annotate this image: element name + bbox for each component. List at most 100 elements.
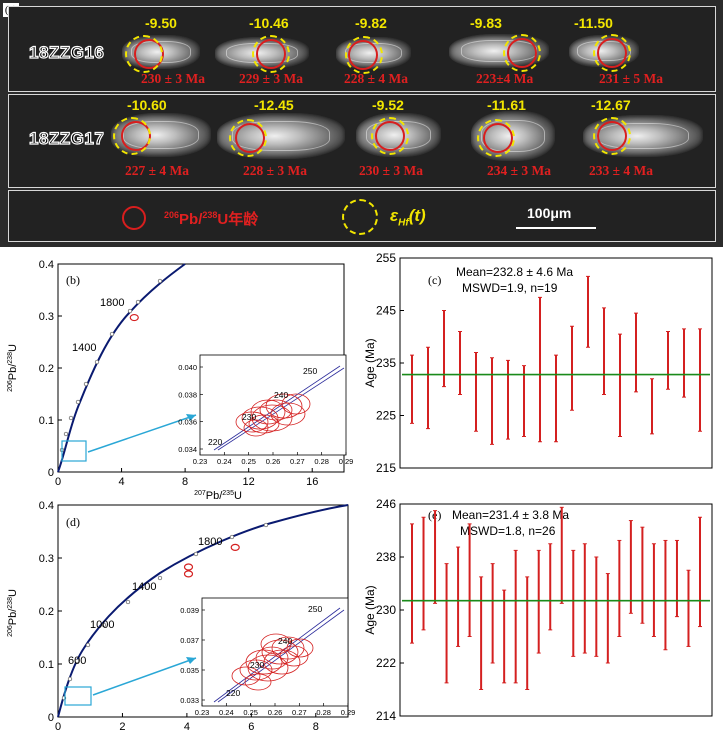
age-value: 228 ± 3 Ma	[243, 163, 308, 178]
hf-spot-marker	[229, 119, 267, 157]
zoom-arrow-head	[186, 657, 196, 664]
ehf-value: -11.50	[574, 15, 613, 31]
mean-annotation: Mean=232.8 ± 4.6 Ma	[456, 265, 573, 279]
analysis-ellipse	[286, 638, 314, 658]
inset-x-tick-label: 0.25	[241, 457, 256, 466]
sample-row-18zzg17: 18ZZG17 -10.60 227 ± 4 Ma -12.45 228 ± 3…	[8, 94, 716, 188]
concordia-chart-d: (d) 0 0.1 0.2 0.3 0.4 0 2 4 6 8 206Pb/238U 600 1…	[7, 500, 356, 733]
zoom-box	[61, 440, 87, 462]
age-mark	[109, 331, 115, 337]
concordia-age-label: 1000	[90, 619, 114, 631]
x-tick-label: 2	[119, 721, 125, 733]
inset-ellipses	[231, 633, 314, 691]
inset-frame	[201, 597, 349, 707]
y-tick-label: 245	[376, 304, 396, 318]
age-value: 227 ± 4 Ma	[125, 163, 190, 178]
hf-spot-marker	[252, 35, 290, 73]
analysis-ellipse	[251, 404, 293, 432]
weighted-mean-chart-c: (c) Mean=232.8 ± 4.6 Ma MSWD=1.9, n=19 A…	[363, 251, 713, 475]
panel-label: (c)	[428, 273, 441, 287]
hf-legend-symbol	[342, 199, 378, 235]
age-mark	[127, 308, 133, 314]
x-tick-label: 8	[313, 721, 319, 733]
concordia-band-line	[213, 365, 341, 451]
y-tick-label: 0.2	[39, 363, 54, 375]
sample-row-18zzg16: 18ZZG16 -9.50 230 ± 3 Ma -10.46 229 ± 3 …	[8, 6, 716, 92]
inset-y-tick-label: 0.036	[178, 418, 197, 427]
zoom-box	[64, 686, 92, 706]
analysis-ellipse	[279, 645, 309, 667]
y-axis-ticks: 0 0.1 0.2 0.3 0.4	[39, 500, 62, 724]
hf-spot-marker	[345, 36, 383, 74]
y-axis-ticks: 0 0.1 0.2 0.3 0.4	[39, 259, 62, 479]
analysis-ellipse	[270, 402, 306, 426]
age-mark	[68, 415, 74, 421]
mean-annotation: Mean=231.4 ± 3.8 Ma	[452, 508, 569, 522]
y-tick-label: 0.2	[39, 606, 54, 618]
ehf-value: -9.82	[355, 15, 387, 31]
u-pb-legend-label: 206Pb/238U年龄	[164, 210, 259, 228]
inset-x-tick-label: 0.27	[290, 457, 305, 466]
inset-ellipses	[235, 393, 311, 437]
concordia-band-line	[217, 367, 345, 451]
inset-y-tick-label: 0.038	[178, 390, 197, 399]
discordant-ellipse	[230, 543, 240, 552]
age-value: 228 ± 4 Ma	[344, 71, 409, 86]
inset-y-tick-label: 0.035	[180, 666, 199, 675]
mswd-annotation: MSWD=1.8, n=26	[460, 524, 556, 538]
y-tick-label: 0.1	[39, 659, 54, 671]
x-axis-label: 207Pb/235U	[194, 490, 242, 500]
y-tick-label: 0	[48, 712, 54, 724]
inset-x-tick-label: 0.25	[243, 708, 258, 717]
age-value: 233 ± 4 Ma	[589, 163, 654, 178]
analysis-ellipse	[243, 419, 269, 437]
analysis-ellipse	[244, 673, 272, 691]
hf-spot-marker	[477, 119, 515, 157]
inset-plot: 0.23 0.24 0.25 0.26 0.27 0.28 0.29 0.033 0.035 0.…	[180, 597, 356, 717]
inset-age-label: 230	[242, 412, 256, 422]
hf-spot-marker	[125, 35, 163, 73]
y-tick-label: 0.3	[39, 311, 54, 323]
concordia-age-label: 600	[68, 655, 86, 667]
x-tick-label: 12	[243, 476, 255, 488]
hf-spot-marker	[593, 34, 631, 72]
u-pb-legend-symbol	[122, 206, 146, 230]
inset-x-tick-label: 0.29	[341, 708, 356, 717]
inset-plot: 0.23 0.24 0.25 0.26 0.27 0.28 0.29 0.034 0.036 0.…	[178, 354, 353, 466]
concordia-age-label: 1400	[132, 581, 156, 593]
age-mark	[125, 599, 131, 605]
analysis-ellipse	[241, 406, 279, 430]
panel-label: (b)	[66, 273, 80, 287]
zircon-cl-panel: (a) 18ZZG16 -9.50 230 ± 3 Ma -10.46 229 …	[0, 0, 723, 247]
y-tick-label: 225	[376, 409, 396, 423]
inset-ticks: 0.23 0.24 0.25 0.26 0.27 0.28 0.29 0.034 0.036 0.…	[178, 363, 353, 466]
analysis-ellipse	[263, 649, 301, 675]
y-axis-label: 206Pb/238U	[7, 589, 19, 637]
inset-x-tick-label: 0.26	[266, 457, 281, 466]
y-tick-label: 0	[48, 467, 54, 479]
y-axis-label: Age (Ma)	[363, 585, 377, 634]
inset-age-label: 240	[274, 390, 288, 400]
x-tick-label: 4	[118, 476, 124, 488]
age-value: 230 ± 3 Ma	[359, 163, 424, 178]
age-mark	[83, 381, 89, 387]
age-mark	[75, 399, 81, 405]
x-axis-ticks: 0 4 8 12 16	[55, 468, 318, 488]
ehf-value: -12.67	[591, 97, 631, 113]
inset-x-tick-label: 0.27	[292, 708, 307, 717]
y-tick-label: 238	[376, 550, 396, 564]
x-tick-label: 16	[306, 476, 318, 488]
hf-spot-marker	[371, 117, 409, 155]
zoom-arrow-head	[186, 414, 196, 421]
y-axis-label: 206Pb/238U	[7, 344, 19, 392]
analysis-ellipse	[248, 414, 280, 434]
sample-name: 18ZZG17	[28, 128, 105, 148]
concordia-age-label: 1800	[100, 297, 124, 309]
ehf-value: -11.61	[487, 97, 526, 113]
discordant-analyses	[129, 313, 139, 322]
concordia-age-marks	[59, 278, 163, 453]
concordia-age-label: 1400	[72, 342, 96, 354]
inset-age-label: 220	[226, 688, 240, 698]
weighted-mean-chart-e: (e) Mean=231.4 ± 3.8 Ma MSWD=1.8, n=26 A…	[363, 497, 713, 723]
inset-age-label: 250	[303, 366, 317, 376]
